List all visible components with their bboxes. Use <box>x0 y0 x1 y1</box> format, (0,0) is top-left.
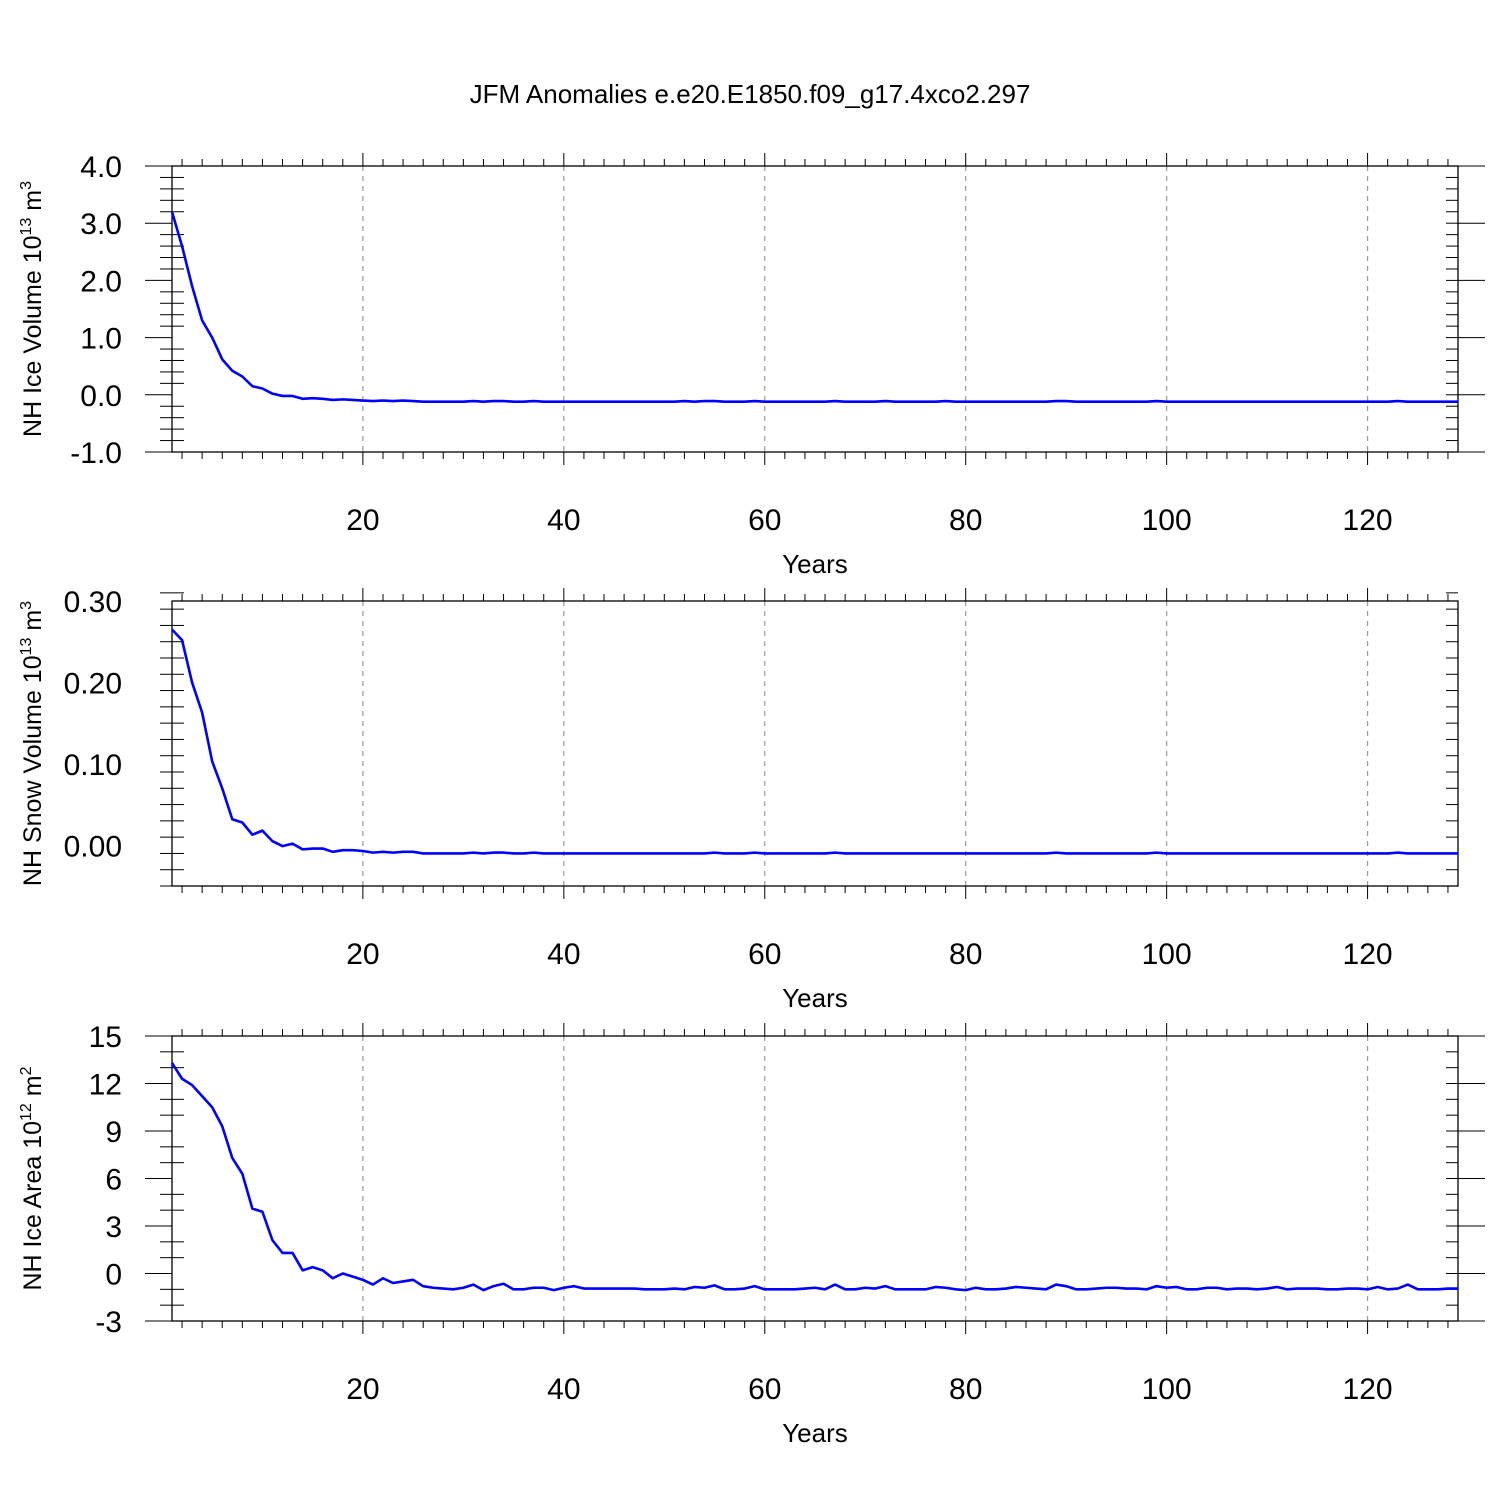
plot-frame <box>171 165 1459 453</box>
x-axis-label: Years <box>782 983 848 1013</box>
y-tick-label: 0.10 <box>64 749 122 782</box>
x-tick-label: 60 <box>748 504 781 537</box>
x-tick-label: 80 <box>949 504 982 537</box>
plot-frame <box>171 1035 1459 1322</box>
y-tick-label: 0.20 <box>64 667 122 700</box>
x-tick-label: 100 <box>1142 938 1192 971</box>
snow-volume-panel: 0.00 0.10 0.20 0.30 20 40 60 80 100 120 Years NH Sn… <box>18 586 1459 1013</box>
y-axis-label-superscript: 12 <box>18 1103 35 1121</box>
y-tick-label: 0.30 <box>64 586 122 619</box>
x-tick-label: 120 <box>1343 504 1393 537</box>
y-tick-label: 0.00 <box>64 830 122 863</box>
x-tick-label: 20 <box>346 938 379 971</box>
x-tick-label: 80 <box>949 938 982 971</box>
y-axis-label-text: m <box>19 1075 47 1103</box>
x-tick-label: 60 <box>748 1373 781 1406</box>
plot-frame <box>171 600 1459 887</box>
x-axis-label: Years <box>782 549 848 579</box>
data-line-snow-volume <box>171 628 1458 855</box>
x-tick-label: 60 <box>748 938 781 971</box>
x-tick-label: 40 <box>547 504 580 537</box>
y-axis-label-text: m <box>19 190 47 218</box>
y-tick-label: 0 <box>105 1259 122 1292</box>
y-tick-label: -1.0 <box>70 437 122 470</box>
panels: -1.00.01.02.03.04.020 40 60 80 100 120YearsNH… <box>18 151 1485 1448</box>
x-tick-label: 40 <box>547 938 580 971</box>
y-tick-label: 9 <box>105 1116 122 1149</box>
y-axis-label: NH Ice Volume 1013 m3 <box>18 181 47 437</box>
x-tick-label: 120 <box>1343 938 1393 971</box>
y-axis-label-superscript: 13 <box>18 638 35 656</box>
y-tick-label: 6 <box>105 1164 122 1197</box>
y-axis-label-superscript: 13 <box>18 218 35 236</box>
x-tick-label: 100 <box>1142 504 1192 537</box>
y-axis-label-text: NH Ice Area 10 <box>19 1121 47 1291</box>
y-axis-label-superscript: 3 <box>18 181 35 190</box>
x-tick-label: 100 <box>1142 1373 1192 1406</box>
data-line-ice-volume <box>170 211 1458 403</box>
y-axis-label: NH Ice Area 1012 m2 <box>18 1066 47 1290</box>
y-tick-label: 2.0 <box>80 265 122 298</box>
ice-volume-panel: -1.0 0.0 1.0 2.0 3.0 4.0 20 40 60 80 100 120 Years NH… <box>18 151 1485 579</box>
data-line-ice-area <box>170 1062 1458 1292</box>
x-tick-label: 20 <box>346 504 379 537</box>
ice-area-panel: -3 0 3 6 9 12 15 20 40 60 80 100 120 Years NH Ice Area… <box>18 1021 1485 1448</box>
x-tick-label: 40 <box>547 1373 580 1406</box>
x-tick-label: 20 <box>346 1373 379 1406</box>
y-tick-label: 4.0 <box>80 151 122 184</box>
chart-title: JFM Anomalies e.e20.E1850.f09_g17.4xco2.… <box>470 79 1031 109</box>
y-axis-label-superscript: 3 <box>18 601 35 610</box>
y-axis-label-superscript: 2 <box>18 1066 35 1075</box>
y-axis-label: NH Snow Volume 1013 m3 <box>18 601 47 886</box>
y-tick-label: 0.0 <box>80 380 122 413</box>
x-tick-label: 120 <box>1343 1373 1393 1406</box>
y-tick-label: 1.0 <box>80 323 122 356</box>
y-axis-label-text: NH Ice Volume 10 <box>19 235 47 437</box>
y-tick-label: 3 <box>105 1211 122 1244</box>
y-tick-label: -3 <box>95 1306 122 1339</box>
y-tick-label: 15 <box>89 1021 122 1054</box>
y-tick-label: 12 <box>89 1069 122 1102</box>
x-axis-label: Years <box>782 1418 848 1448</box>
y-tick-label: 3.0 <box>80 208 122 241</box>
y-axis-label-text: NH Snow Volume 10 <box>19 655 47 886</box>
x-tick-label: 80 <box>949 1373 982 1406</box>
y-axis-label-text: m <box>19 610 47 638</box>
